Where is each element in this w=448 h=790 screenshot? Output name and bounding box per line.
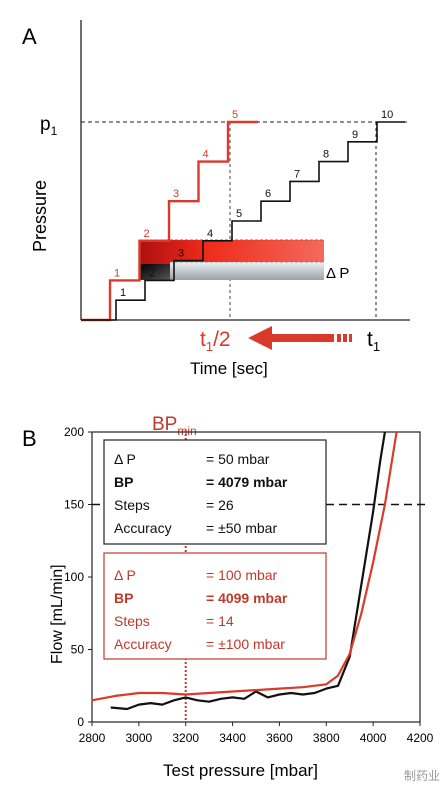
x-tick-label: 3600: [266, 731, 293, 745]
stats-value: = 100 mbar: [206, 567, 278, 583]
step-label: 3: [173, 188, 179, 200]
x-tick-label: 3000: [126, 731, 153, 745]
step-label: 2: [149, 267, 155, 279]
grey-delta-band: [170, 262, 324, 280]
stats-value: = 50 mbar: [206, 451, 270, 467]
stats-key: BP: [114, 590, 133, 606]
stats-key: BP: [114, 474, 133, 490]
step-label: 1: [114, 267, 120, 279]
black-step-curve: 1 2 3 4 5 6 7 8 9 10: [81, 109, 405, 321]
step-line: [81, 120, 258, 322]
stats-value: = 14: [206, 613, 234, 629]
x-tick-label: 3800: [313, 731, 340, 745]
step-label: 3: [178, 248, 184, 260]
stats-key: Steps: [114, 497, 150, 513]
stats-value: = ±50 mbar: [206, 520, 277, 536]
stats-key: Accuracy: [114, 520, 172, 536]
t1-label: t1: [367, 328, 380, 354]
p1-label: p1: [40, 114, 58, 138]
step-label: 4: [203, 149, 209, 161]
panel-b-label: B: [22, 426, 37, 451]
panel-a: A p1 Pressure Δ P 1 2 3 4 5 1 2 3 4 5 6 7 8 9 10 t1/2…: [22, 20, 410, 378]
stats-key: Steps: [114, 613, 150, 629]
step-label: 1: [120, 287, 126, 299]
y-tick-label: 100: [64, 570, 84, 584]
step-label: 5: [232, 109, 238, 121]
t1half-label: t1/2: [200, 328, 231, 354]
panel-a-label: A: [22, 24, 37, 49]
stats-key: Δ P: [114, 567, 136, 583]
stats-value: = 26: [206, 497, 234, 513]
step-label: 6: [265, 188, 271, 200]
step-label: 9: [352, 129, 358, 141]
panel-a-x-label: Time [sec]: [190, 359, 268, 378]
x-tick-label: 3200: [172, 731, 199, 745]
black-stats-box-frame: [103, 439, 327, 545]
overlap-shade: [140, 264, 170, 280]
panel-b-x-label: Test pressure [mbar]: [163, 761, 318, 780]
y-tick-label: 0: [77, 715, 84, 729]
stats-key: Δ P: [114, 451, 136, 467]
x-tick-label: 4200: [407, 731, 434, 745]
panel-b-ticks: 2800 3000 3200 3400 3600 3800 4000 4200 0 50 100 15…: [64, 425, 434, 745]
step-label: 2: [144, 228, 150, 240]
red-step-curve: 1 2 3 4 5: [81, 109, 258, 322]
y-tick-label: 150: [64, 498, 84, 512]
delta-p-label: Δ P: [326, 265, 349, 282]
panel-b-series: [91, 431, 398, 711]
panel-a-y-label: Pressure: [30, 180, 50, 252]
red-delta-band: [140, 240, 324, 264]
red-stats-box: Δ P = 100 mbar BP = 4099 mbar Steps = 14 Accur…: [103, 552, 327, 660]
x-tick-label: 3400: [219, 731, 246, 745]
panel-b: B BPmin 2800 3000 3200 3400 3600 3800 4000 4200…: [22, 414, 434, 780]
bpmin-label: BPmin: [152, 414, 197, 438]
red-arrow-icon: [248, 326, 352, 350]
x-tick-label: 2800: [79, 731, 106, 745]
step-label: 7: [294, 168, 300, 180]
stats-value: = ±100 mbar: [206, 636, 285, 652]
step-label: 5: [236, 208, 242, 220]
step-label: 8: [323, 149, 329, 161]
y-tick-label: 200: [64, 425, 84, 439]
red-stats-box-frame: [103, 552, 327, 660]
step-label: 10: [381, 109, 393, 121]
step-label: 4: [207, 228, 213, 240]
x-tick-label: 4000: [360, 731, 387, 745]
stats-value: = 4099 mbar: [206, 590, 288, 606]
panel-b-y-label: Flow [mL/min]: [49, 564, 66, 664]
step-line: [81, 121, 405, 321]
black-stats-box: Δ P = 50 mbar BP = 4079 mbar Steps = 26 Accura…: [103, 439, 327, 545]
watermark: 制药业: [403, 769, 440, 783]
y-tick-label: 50: [71, 643, 85, 657]
flow-series-line: [91, 431, 398, 702]
stats-value: = 4079 mbar: [206, 474, 288, 490]
flow-series-line: [110, 431, 386, 711]
stats-key: Accuracy: [114, 636, 172, 652]
